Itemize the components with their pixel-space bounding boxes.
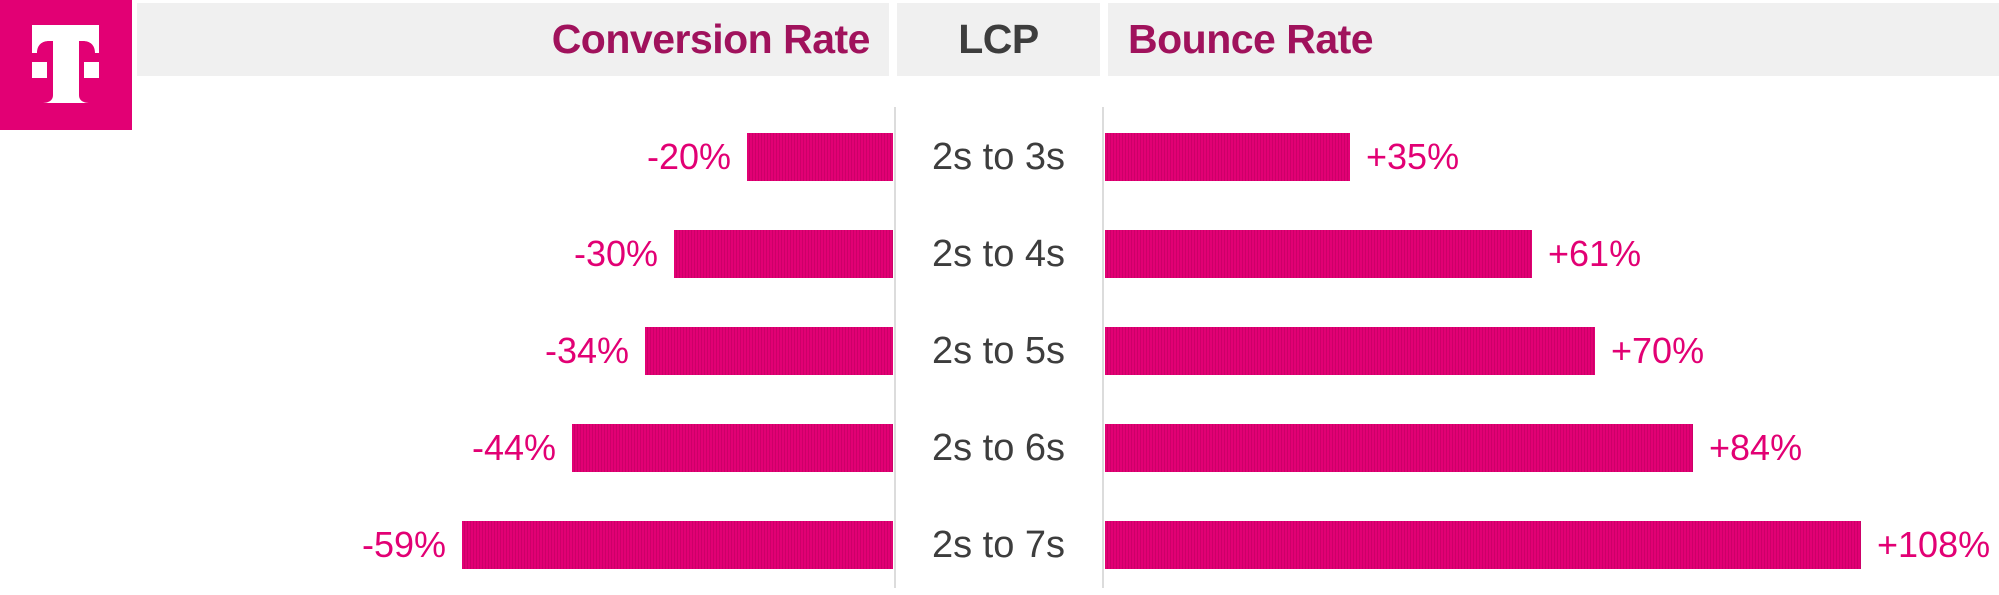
header-conversion-rate: Conversion Rate [137, 3, 889, 76]
bounce-value: +84% [1709, 427, 1803, 468]
bounce-value: +108% [1877, 524, 1991, 565]
header-lcp: LCP [897, 3, 1100, 76]
t-logo-icon [32, 25, 99, 103]
bounce-value: +70% [1611, 330, 1705, 371]
center-column-left-border [894, 107, 896, 588]
bounce-value: +35% [1366, 136, 1460, 177]
header-bounce-rate: Bounce Rate [1108, 3, 1999, 76]
conversion-value: -34% [544, 330, 629, 371]
conversion-bar [747, 133, 893, 181]
bounce-bar [1105, 424, 1693, 472]
conversion-bar [674, 230, 893, 278]
conversion-bar [462, 521, 893, 569]
bounce-bar [1105, 230, 1532, 278]
telekom-logo [0, 0, 132, 130]
conversion-value: -20% [646, 136, 731, 177]
bounce-bar [1105, 133, 1350, 181]
conversion-value: -44% [471, 427, 556, 468]
lcp-category: 2s to 3s [931, 136, 1066, 178]
lcp-category: 2s to 6s [931, 427, 1066, 469]
conversion-bar [572, 424, 893, 472]
lcp-category: 2s to 7s [931, 524, 1066, 566]
conversion-value: -30% [573, 233, 658, 274]
bounce-bar [1105, 521, 1861, 569]
lcp-category: 2s to 4s [931, 233, 1066, 275]
bounce-bar [1105, 327, 1595, 375]
bounce-value: +61% [1548, 233, 1642, 274]
conversion-bar [645, 327, 893, 375]
center-column-right-border [1102, 107, 1104, 588]
lcp-category: 2s to 5s [931, 330, 1066, 372]
conversion-value: -59% [361, 524, 446, 565]
